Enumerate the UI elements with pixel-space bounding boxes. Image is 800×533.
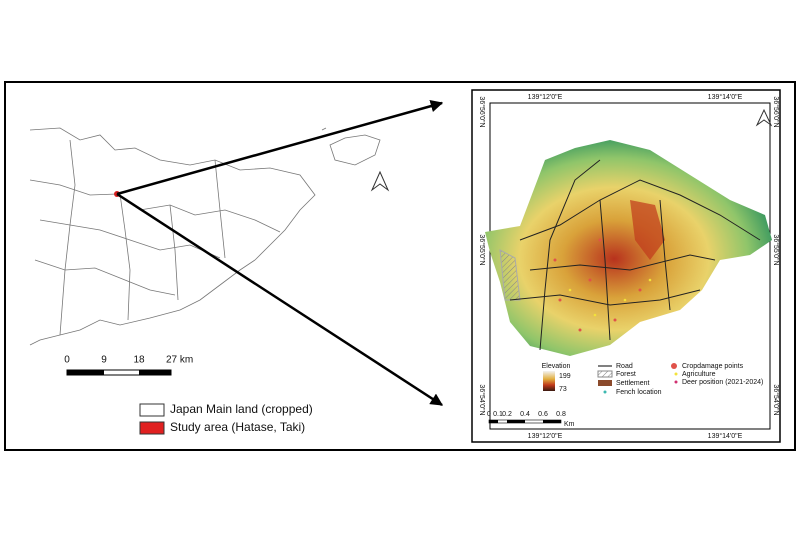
legend-swatch	[139, 421, 165, 435]
legend-title: Elevation	[542, 363, 571, 370]
legend-label: Forest	[616, 371, 636, 378]
left-scale-bar	[66, 369, 172, 376]
scale-label: 0	[487, 411, 491, 418]
legend-swatch	[674, 372, 678, 376]
legend-swatch	[597, 370, 613, 378]
scale-label: 9	[101, 355, 107, 366]
scale-label: 0.6	[538, 411, 548, 418]
legend-label: Study area (Hatase, Taki)	[170, 420, 305, 434]
lon-label: 139°12'0"E	[528, 93, 563, 101]
lon-label: 139°14'0"E	[708, 432, 743, 440]
map-frame	[489, 102, 771, 430]
japan-outline	[29, 127, 381, 346]
legend-label: Road	[616, 363, 633, 370]
scale-label: 0	[64, 355, 70, 366]
lon-label: 139°14'0"E	[708, 93, 743, 101]
legend-label: Fench location	[616, 389, 662, 396]
scale-label: 0.2	[502, 411, 512, 418]
legend-swatch	[139, 403, 165, 417]
legend-label: Japan Main land (cropped)	[170, 402, 313, 416]
legend-swatch	[671, 363, 677, 369]
legend-label: Cropdamage points	[682, 363, 744, 370]
scale-unit: Km	[564, 421, 575, 428]
legend-label: 199	[559, 373, 571, 380]
lat-label: 36°56'0"N	[478, 96, 486, 127]
legend-label: 73	[559, 386, 567, 393]
scale-label: 18	[133, 355, 145, 366]
lat-label: 36°56'0"N	[772, 96, 780, 127]
legend-swatch	[603, 390, 607, 394]
north-arrow	[755, 108, 773, 127]
lat-label: 36°54'0"N	[478, 384, 486, 415]
legend-swatch	[543, 371, 555, 391]
lat-label: 36°55'0"N	[772, 234, 780, 265]
scale-label: 27 km	[166, 355, 193, 366]
arrow	[116, 192, 444, 407]
north-arrow	[370, 170, 390, 192]
legend-label: Settlement	[616, 380, 650, 387]
legend-swatch	[674, 380, 678, 384]
scale-label: 0.1	[493, 411, 503, 418]
lat-label: 36°54'0"N	[772, 384, 780, 415]
scale-label: 0.4	[520, 411, 530, 418]
legend-swatch	[598, 380, 612, 386]
scale-label: 0.8	[556, 411, 566, 418]
lat-label: 36°55'0"N	[478, 234, 486, 265]
legend-label: Deer position (2021-2024)	[682, 379, 763, 386]
right-scale-bar	[488, 419, 562, 424]
study-area-map	[485, 140, 772, 356]
lon-label: 139°12'0"E	[528, 432, 563, 440]
legend-label: Agriculture	[682, 371, 716, 378]
arrow	[116, 100, 444, 196]
